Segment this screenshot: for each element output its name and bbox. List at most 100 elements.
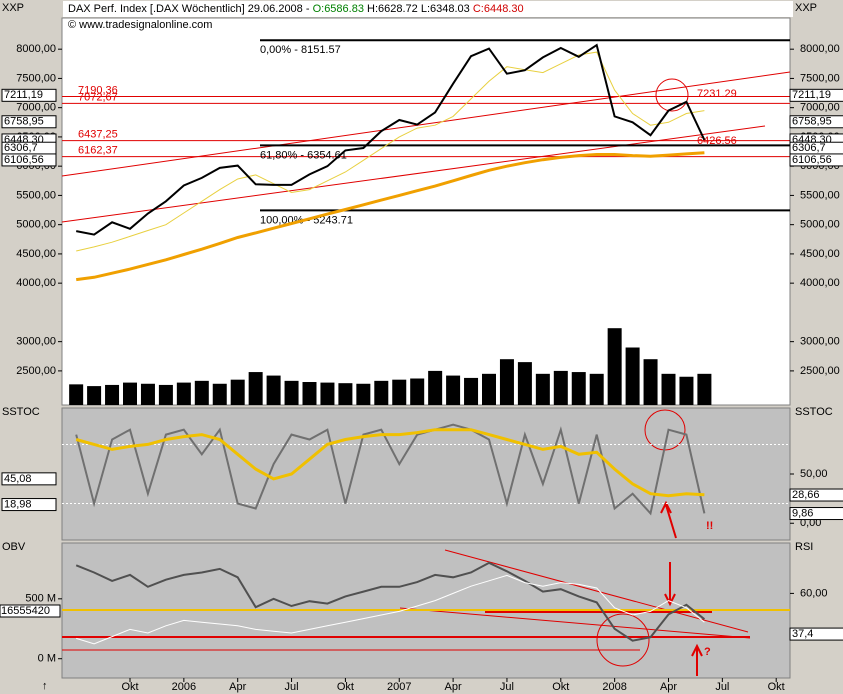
price-marker: 6758,95 [792, 116, 832, 128]
volume-bar [535, 373, 550, 405]
header-text: DAX Perf. Index [.DAX Wöchentlich] 29.06… [68, 3, 313, 15]
price-box [1, 498, 57, 512]
volume-bar [105, 384, 120, 405]
level-label: 7190,36 [78, 84, 118, 96]
copyright: © www.tradesignalonline.com [68, 19, 212, 31]
price-box [789, 88, 843, 102]
price-marker: 6106,56 [4, 154, 44, 166]
x-tick-label: Apr [229, 681, 246, 693]
volume-bar [284, 380, 299, 405]
y-tick-label: 8000,00 [16, 43, 56, 55]
volume-bar [123, 382, 137, 405]
price-marker: 7211,19 [792, 89, 831, 101]
y-tick-label: 0 M [38, 653, 56, 665]
price-panel [61, 17, 791, 406]
y2-tick-label: 5000,00 [800, 219, 840, 231]
price-box [789, 627, 843, 641]
header-text: L:6348.03 [418, 3, 470, 15]
series-line [75, 561, 706, 642]
y-tick-label: 7000,00 [16, 102, 56, 114]
arrow [660, 500, 677, 539]
x-tick-label: 2008 [602, 681, 626, 693]
price-marker: 18,98 [4, 498, 32, 510]
volume-bar [302, 382, 317, 405]
level-label: 6162,37 [78, 145, 118, 157]
price-marker: 9,86 [792, 507, 813, 519]
volume-bar [176, 382, 191, 405]
y-tick-label: 500 M [25, 593, 56, 605]
y2-tick-label: 7500,00 [800, 72, 840, 84]
circle [596, 613, 650, 667]
volume-bar [69, 384, 84, 405]
header-text: O:6586.83 [313, 3, 364, 15]
y2-tick-label: 3000,00 [800, 336, 840, 348]
price-marker: 6306,7 [792, 142, 826, 154]
y-tick-label: 7500,00 [16, 72, 56, 84]
x-tick-label: 2006 [172, 681, 196, 693]
volume-bar [158, 384, 173, 405]
panel-title: XXP [2, 2, 24, 14]
x-tick-label: Jul [285, 681, 299, 693]
header: DAX Perf. Index [.DAX Wöchentlich] 29.06… [68, 3, 524, 15]
volume-bar [320, 382, 335, 405]
volume-bar [374, 380, 389, 405]
y2-tick-label: 50,00 [800, 468, 828, 480]
volume-bar [428, 370, 443, 405]
volume-bar [446, 375, 461, 405]
price-box [1, 153, 57, 167]
price-marker: 45,08 [4, 473, 32, 485]
price-box [789, 115, 843, 129]
x-tick-label: Jul [500, 681, 514, 693]
volume-bar [553, 370, 568, 405]
volume-bar [356, 383, 371, 405]
level-label: 6437,25 [78, 128, 118, 140]
y2-tick-label: 4500,00 [800, 248, 840, 260]
x-tick-label: Apr [660, 681, 677, 693]
arrow [664, 562, 676, 607]
volume-bar [607, 328, 622, 405]
price-marker: 6106,56 [792, 154, 832, 166]
y2-tick-label: 4000,00 [800, 277, 840, 289]
y-tick-label: 3000,00 [16, 336, 56, 348]
trendline [444, 549, 749, 633]
volume-bar [679, 376, 694, 405]
stoch-panel [61, 407, 791, 541]
volume-bar [266, 375, 281, 405]
volume-bar [482, 373, 496, 405]
price-marker: 6306,7 [4, 142, 38, 154]
y2-tick-label: 0,00 [800, 517, 821, 529]
volume-bar [248, 372, 263, 405]
y2-tick-label: 2500,00 [800, 365, 840, 377]
y2-tick-label: 60,00 [800, 587, 828, 599]
price-box [789, 507, 843, 521]
series-line [76, 574, 705, 645]
panel-title: OBV [2, 541, 26, 553]
y2-tick-label: 5500,00 [800, 189, 840, 201]
fib-label: 0,00% - 8151.57 [260, 44, 341, 56]
price-box [1, 472, 57, 486]
panel-title: XXP [795, 2, 817, 14]
price-marker: 37,4 [792, 628, 813, 640]
x-tick-label: Okt [552, 681, 569, 693]
x-tick-label: Apr [445, 681, 462, 693]
volume-bar [499, 359, 514, 405]
x-tick-label: Okt [337, 681, 354, 693]
header-text: H:6628.72 [364, 3, 418, 15]
panel-title: SSTOC [2, 406, 40, 418]
trendline [61, 71, 791, 177]
x-tick-label: Okt [768, 681, 785, 693]
y-tick-label: 4500,00 [16, 248, 56, 260]
y-tick-label: 5500,00 [16, 189, 56, 201]
annotation: ? [704, 646, 711, 658]
price-box [789, 488, 843, 502]
y-tick-label: 2500,00 [16, 365, 56, 377]
volume-bar [230, 379, 245, 405]
trendline [399, 607, 751, 639]
current-label: 16555420 [1, 605, 50, 617]
circle [655, 78, 689, 112]
level-label: 7072,67 [78, 91, 118, 103]
series-line [76, 43, 706, 236]
volume-bar [410, 378, 425, 405]
price-marker: 7211,19 [4, 89, 43, 101]
